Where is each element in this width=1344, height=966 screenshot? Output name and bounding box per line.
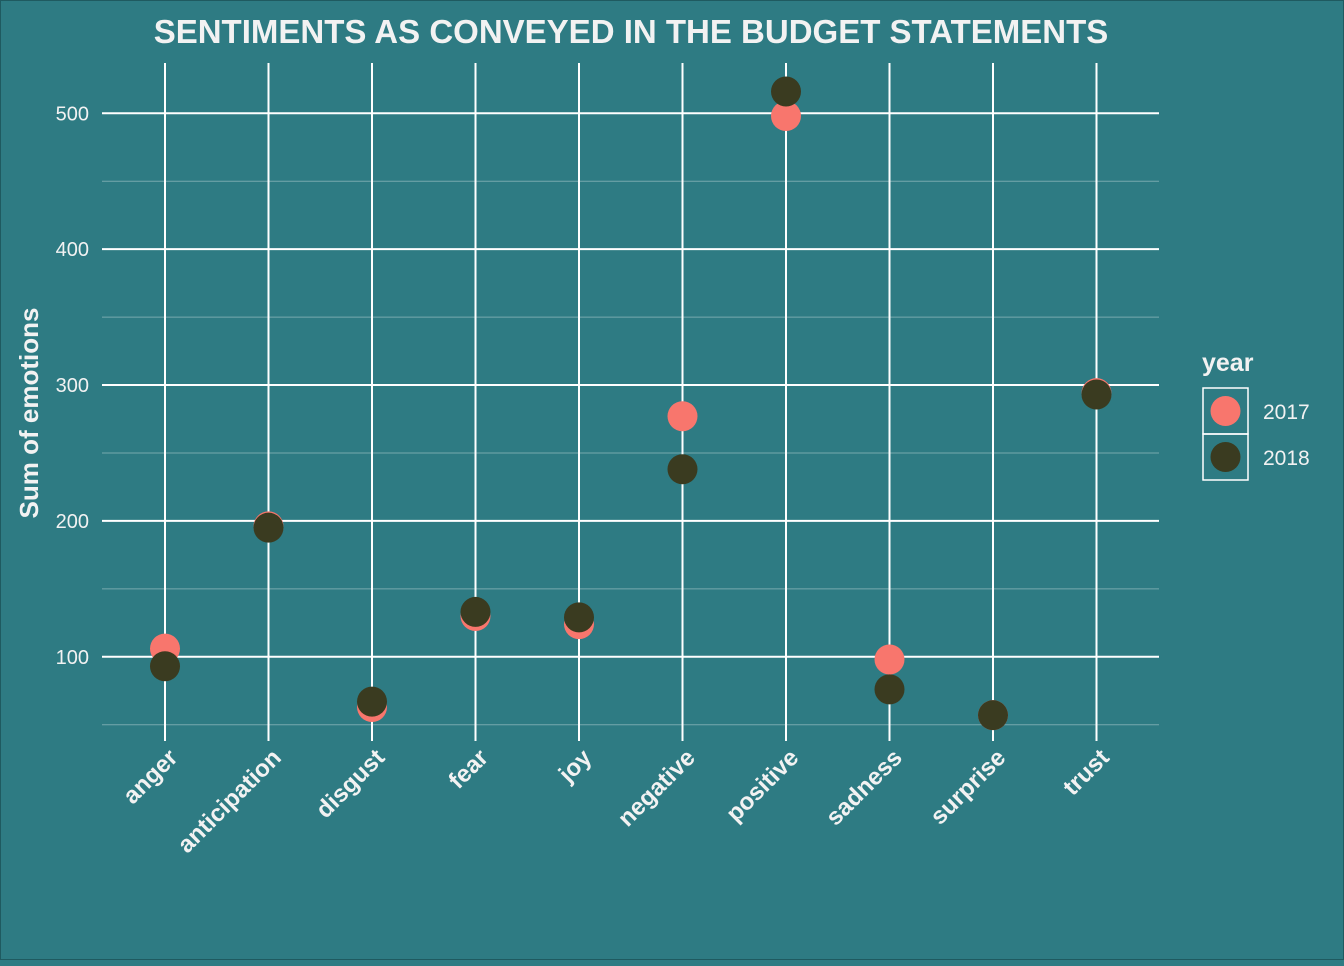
x-tick-label: disgust <box>311 744 390 823</box>
data-point-2018-sadness <box>874 674 905 705</box>
data-point-2017-negative <box>667 401 698 432</box>
data-point-2018-joy <box>564 602 594 633</box>
data-point-2018-fear <box>460 596 491 627</box>
x-tick-label: sadness <box>821 744 908 831</box>
data-point-2018-trust <box>1081 379 1112 410</box>
data-point-2018-positive <box>771 76 801 107</box>
legend-items: 2017 2018 <box>1202 387 1310 481</box>
grid-layer <box>102 63 1159 741</box>
y-tick-label: 500 <box>56 103 89 125</box>
y-tick-label: 200 <box>56 511 89 533</box>
legend-title: year <box>1202 349 1254 377</box>
data-point-2018-anticipation <box>253 512 284 543</box>
x-tick-label: joy <box>553 744 598 789</box>
x-tick-label: fear <box>444 744 494 794</box>
data-point-2017-sadness <box>874 644 905 675</box>
legend-label-2017: 2017 <box>1263 401 1310 424</box>
point-layer <box>150 76 1112 731</box>
y-tick-label: 400 <box>56 239 89 261</box>
data-point-2018-surprise <box>978 700 1008 731</box>
data-point-2018-disgust <box>357 686 387 717</box>
legend-label-2018: 2018 <box>1263 447 1310 470</box>
x-tick-label: surprise <box>925 744 1011 830</box>
legend-key-2017 <box>1210 396 1241 426</box>
x-tick-label: positive <box>721 744 804 827</box>
y-tick-label: 100 <box>56 647 89 669</box>
x-tick-label: trust <box>1058 744 1115 801</box>
data-point-2018-anger <box>150 651 180 682</box>
y-tick-label: 300 <box>56 375 89 397</box>
legend-key-box <box>1202 433 1249 481</box>
legend: year 2017 2018 <box>1202 349 1310 481</box>
chart-title: SENTIMENTS AS CONVEYED IN THE BUDGET STA… <box>154 13 1109 50</box>
data-point-2018-negative <box>667 454 698 485</box>
x-tick-label: anger <box>118 744 183 809</box>
x-tick-label: anticipation <box>172 744 286 858</box>
legend-key-2018 <box>1210 442 1241 472</box>
y-axis-label: Sum of emotions <box>14 308 44 519</box>
x-tick-label: negative <box>613 744 701 832</box>
data-point-2017-positive <box>771 100 801 131</box>
